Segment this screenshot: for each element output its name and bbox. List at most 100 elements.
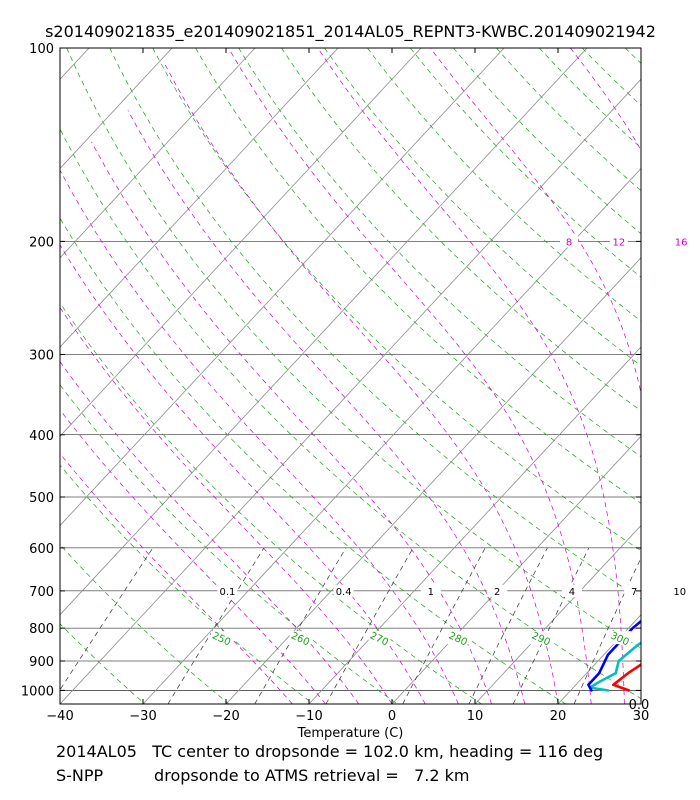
isotherm <box>60 78 641 704</box>
isotherm <box>557 614 641 704</box>
mixing-ratio-label: 7 <box>631 587 637 598</box>
mixing-ratio-line <box>512 547 590 704</box>
moist-adiabat <box>60 170 459 704</box>
x-tick-label: 30 <box>633 709 650 724</box>
dry-adiabat <box>60 702 61 704</box>
moist-adiabat <box>60 361 360 704</box>
mixing-ratio-label: 8 <box>566 237 572 248</box>
mixing-ratio-label: 1 <box>428 587 434 598</box>
mixing-ratio-label: 0.4 <box>336 587 352 598</box>
dry-adiabat <box>624 48 641 64</box>
mixing-ratio-line <box>60 547 154 691</box>
dry-adiabat <box>152 48 641 552</box>
x-axis-title: Temperature (C) <box>297 726 404 741</box>
dry-adiabat <box>539 48 641 149</box>
series-dewpoint-dropsonde <box>588 641 641 692</box>
mixing-ratio-label: 4 <box>569 587 575 598</box>
moist-adiabat <box>91 141 492 704</box>
dry-adiabat <box>453 48 641 235</box>
isotherm <box>60 48 256 259</box>
y-tick-label: 300 <box>29 348 54 363</box>
dry-adiabat <box>668 48 700 704</box>
moist-adiabat <box>60 306 393 704</box>
mixing-ratio-line <box>402 547 486 704</box>
label-bg <box>368 631 391 645</box>
label-bg <box>624 584 645 597</box>
mixing-ratio-label: 10 <box>673 587 686 598</box>
mixing-ratio-label: 2 <box>494 587 500 598</box>
mixing-ratio-line <box>325 547 414 704</box>
x-tick-label: −10 <box>295 709 322 724</box>
dry-adiabat <box>60 464 314 704</box>
y-tick-label: 500 <box>29 491 54 506</box>
footer-line-2: S-NPP dropsonde to ATMS retrieval = 7.2 … <box>56 766 470 785</box>
mixing-ratio-line <box>468 547 548 704</box>
isotherm <box>142 167 641 704</box>
isotherm <box>60 48 90 80</box>
dry-adiabat <box>60 543 230 704</box>
x-tick-label: −30 <box>129 709 156 724</box>
label-bg <box>669 584 690 597</box>
y-tick-label: 400 <box>29 429 54 444</box>
dry-adiabat <box>496 48 641 191</box>
dry-adiabat <box>66 48 641 649</box>
isotherm <box>60 48 505 527</box>
mixing-ratio-line <box>573 557 641 704</box>
y-tick-label: 800 <box>29 622 54 637</box>
dry-adiabat <box>281 48 641 412</box>
dry-adiabat <box>60 384 398 704</box>
dry-adiabat <box>60 217 566 704</box>
label-bg <box>609 631 632 645</box>
mixing-ratio-label: 16 <box>675 237 688 248</box>
x-tick-label: −20 <box>212 709 239 724</box>
isotherm <box>0 48 6 704</box>
dry-adiabat <box>195 48 641 504</box>
label-bg <box>560 235 579 248</box>
y-tick-label: 1000 <box>21 684 54 699</box>
plot-frame <box>59 47 642 705</box>
y-tick-label: 700 <box>29 585 54 600</box>
label-bg <box>289 631 312 645</box>
mixing-ratio-label: 12 <box>613 237 626 248</box>
label-bg <box>609 235 628 248</box>
dry-adiabat <box>238 48 641 458</box>
label-bg <box>530 631 553 645</box>
label-bg <box>561 584 582 597</box>
isotherm <box>391 435 641 704</box>
moist-adiabat <box>127 110 526 704</box>
isotherm <box>60 48 588 616</box>
moist-adiabat <box>570 48 641 151</box>
series-temperature-atms-retrieval <box>587 619 641 692</box>
x-tick-label: 10 <box>467 709 484 724</box>
moist-adiabat <box>163 61 559 704</box>
y-tick-label: 100 <box>29 42 54 57</box>
dry-adiabat <box>324 48 641 367</box>
moist-adiabat <box>60 244 426 704</box>
x-tick-label: 0 <box>388 709 396 724</box>
label-bg <box>420 584 441 597</box>
moist-adiabat <box>60 409 326 704</box>
mixing-ratio-line <box>167 547 265 704</box>
chart-title: s201409021835_e201409021851_2014AL05_REP… <box>45 22 656 42</box>
label-bg <box>672 235 691 248</box>
dry-adiabat <box>60 302 482 704</box>
mixing-ratio-label: 0.1 <box>219 587 235 598</box>
y-tick-label: 200 <box>29 235 54 250</box>
isotherm <box>60 48 422 437</box>
y-tick-label: 900 <box>29 655 54 670</box>
label-bg <box>447 631 470 645</box>
dry-adiabat <box>60 623 146 704</box>
moist-adiabat <box>228 48 592 704</box>
mixing-ratio-line <box>254 547 347 704</box>
dry-adiabat <box>367 48 641 322</box>
isotherm <box>308 346 641 704</box>
isotherm <box>640 703 641 704</box>
label-bg <box>333 584 354 597</box>
isotherm <box>225 257 641 704</box>
isotherm <box>60 48 173 170</box>
dry-adiabat <box>410 48 641 278</box>
label-bg <box>210 631 233 645</box>
moist-adiabat <box>430 48 641 395</box>
corner-label: 0.0 <box>629 698 650 713</box>
